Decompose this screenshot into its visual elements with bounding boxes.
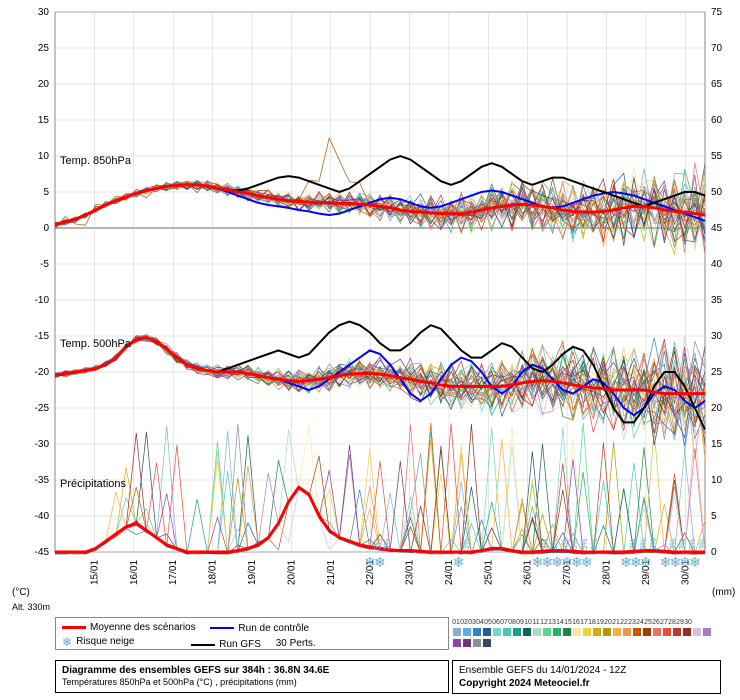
- svg-text:-40: -40: [35, 511, 50, 522]
- chart-container: -45 -40 -35 -30 -25 -20 -15 -10 -5 0 5 10 15 20 25 30 0 5…: [0, 0, 740, 700]
- svg-text:10: 10: [711, 475, 723, 486]
- svg-text:-20: -20: [35, 367, 50, 378]
- svg-text:25: 25: [711, 367, 723, 378]
- svg-text:15: 15: [38, 115, 50, 126]
- attr-line1: Ensemble GEFS du 14/01/2024 - 12Z: [459, 664, 714, 677]
- info-title: Diagramme des ensembles GEFS sur 384h : …: [62, 664, 442, 677]
- legend-control: Run de contrôle: [238, 622, 309, 635]
- svg-text:16/01: 16/01: [129, 560, 140, 585]
- svg-text:0: 0: [43, 223, 49, 234]
- info-attr: Ensemble GEFS du 14/01/2024 - 12Z Copyri…: [452, 660, 721, 694]
- label-precip: Précipitations: [60, 478, 126, 490]
- svg-text:65: 65: [711, 79, 723, 90]
- svg-text:45: 45: [711, 223, 723, 234]
- svg-text:-5: -5: [40, 259, 49, 270]
- svg-text:17/01: 17/01: [168, 560, 179, 585]
- svg-text:18/01: 18/01: [208, 560, 219, 585]
- label-temp500: Temp. 500hPa: [60, 338, 131, 350]
- svg-text:55: 55: [711, 151, 723, 162]
- altitude: Alt. 330m: [12, 602, 50, 612]
- svg-text:20: 20: [38, 79, 50, 90]
- svg-text:10: 10: [38, 151, 50, 162]
- svg-text:21/01: 21/01: [326, 560, 337, 585]
- label-temp850: Temp. 850hPa: [60, 155, 131, 167]
- svg-text:-30: -30: [35, 439, 50, 450]
- svg-text:0: 0: [711, 547, 717, 558]
- svg-text:-35: -35: [35, 475, 50, 486]
- swatch-gfs: [191, 644, 215, 646]
- svg-text:28/01: 28/01: [602, 560, 613, 585]
- snow-icon: ❄: [62, 635, 72, 649]
- swatch-mean: [62, 626, 86, 629]
- svg-text:25: 25: [38, 43, 50, 54]
- legend-gfs: Run GFS: [219, 639, 261, 650]
- svg-text:15/01: 15/01: [89, 560, 100, 585]
- svg-text:-45: -45: [35, 547, 50, 558]
- legend-mean: Moyenne des scénarios: [90, 621, 196, 634]
- svg-text:-15: -15: [35, 331, 50, 342]
- legend-main: Moyenne des scénarios Run de contrôle ❄ R…: [55, 617, 449, 650]
- svg-text:-25: -25: [35, 403, 50, 414]
- svg-text:50: 50: [711, 187, 723, 198]
- svg-text:20/01: 20/01: [286, 560, 297, 585]
- svg-text:40: 40: [711, 259, 723, 270]
- legend-perts: 30 Perts.: [276, 638, 316, 649]
- info-main: Diagramme des ensembles GEFS sur 384h : …: [55, 660, 449, 693]
- svg-text:-10: -10: [35, 295, 50, 306]
- svg-text:60: 60: [711, 115, 723, 126]
- svg-text:5: 5: [43, 187, 49, 198]
- unit-right: (mm): [712, 587, 735, 598]
- unit-left: (°C): [12, 587, 30, 598]
- svg-text:70: 70: [711, 43, 723, 54]
- svg-text:23/01: 23/01: [405, 560, 416, 585]
- attr-line2: Copyright 2024 Meteociel.fr: [459, 677, 714, 690]
- svg-text:30: 30: [711, 331, 723, 342]
- legend-snow: Risque neige: [76, 636, 134, 647]
- svg-text:35: 35: [711, 295, 723, 306]
- info-subtitle: Températures 850hPa et 500hPa (°C) , pré…: [62, 677, 442, 689]
- svg-text:19/01: 19/01: [247, 560, 258, 585]
- chart-svg: -45 -40 -35 -30 -25 -20 -15 -10 -5 0 5 10 15 20 25 30 0 5…: [0, 0, 740, 700]
- svg-text:75: 75: [711, 7, 723, 18]
- swatch-control: [210, 627, 234, 629]
- svg-text:20: 20: [711, 403, 723, 414]
- svg-text:25/01: 25/01: [483, 560, 494, 585]
- svg-text:5: 5: [711, 511, 717, 522]
- pert-legend: 0102030405060708091011121314151617181920…: [452, 617, 712, 650]
- svg-text:15: 15: [711, 439, 723, 450]
- svg-text:30: 30: [38, 7, 50, 18]
